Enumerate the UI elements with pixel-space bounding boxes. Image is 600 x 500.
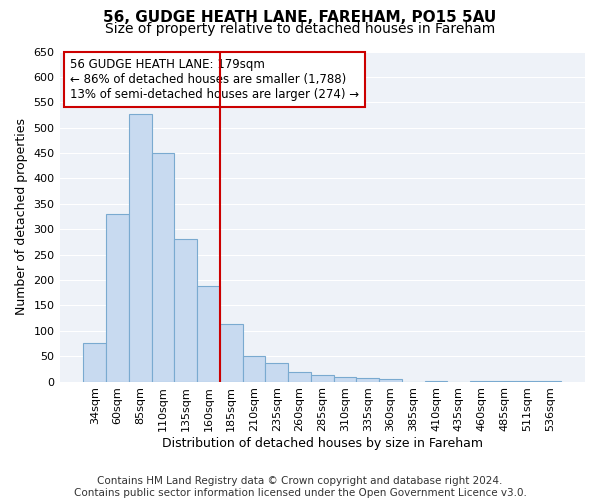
Bar — [152, 153, 175, 382]
Bar — [220, 324, 242, 382]
Text: Size of property relative to detached houses in Fareham: Size of property relative to detached ho… — [105, 22, 495, 36]
Bar — [493, 380, 515, 382]
Bar — [470, 381, 493, 382]
Bar — [311, 375, 334, 382]
Bar — [265, 364, 288, 382]
Text: 56 GUDGE HEATH LANE: 179sqm
← 86% of detached houses are smaller (1,788)
13% of : 56 GUDGE HEATH LANE: 179sqm ← 86% of det… — [70, 58, 359, 101]
X-axis label: Distribution of detached houses by size in Fareham: Distribution of detached houses by size … — [162, 437, 483, 450]
Bar — [356, 378, 379, 382]
Bar — [129, 114, 152, 382]
Bar — [538, 380, 561, 382]
Bar — [197, 286, 220, 382]
Bar — [242, 356, 265, 382]
Bar — [106, 214, 129, 382]
Bar — [515, 381, 538, 382]
Bar — [288, 372, 311, 382]
Text: Contains HM Land Registry data © Crown copyright and database right 2024.
Contai: Contains HM Land Registry data © Crown c… — [74, 476, 526, 498]
Bar — [425, 380, 448, 382]
Bar — [175, 240, 197, 382]
Bar — [334, 376, 356, 382]
Y-axis label: Number of detached properties: Number of detached properties — [15, 118, 28, 315]
Bar — [83, 344, 106, 382]
Bar — [379, 379, 402, 382]
Text: 56, GUDGE HEATH LANE, FAREHAM, PO15 5AU: 56, GUDGE HEATH LANE, FAREHAM, PO15 5AU — [103, 10, 497, 25]
